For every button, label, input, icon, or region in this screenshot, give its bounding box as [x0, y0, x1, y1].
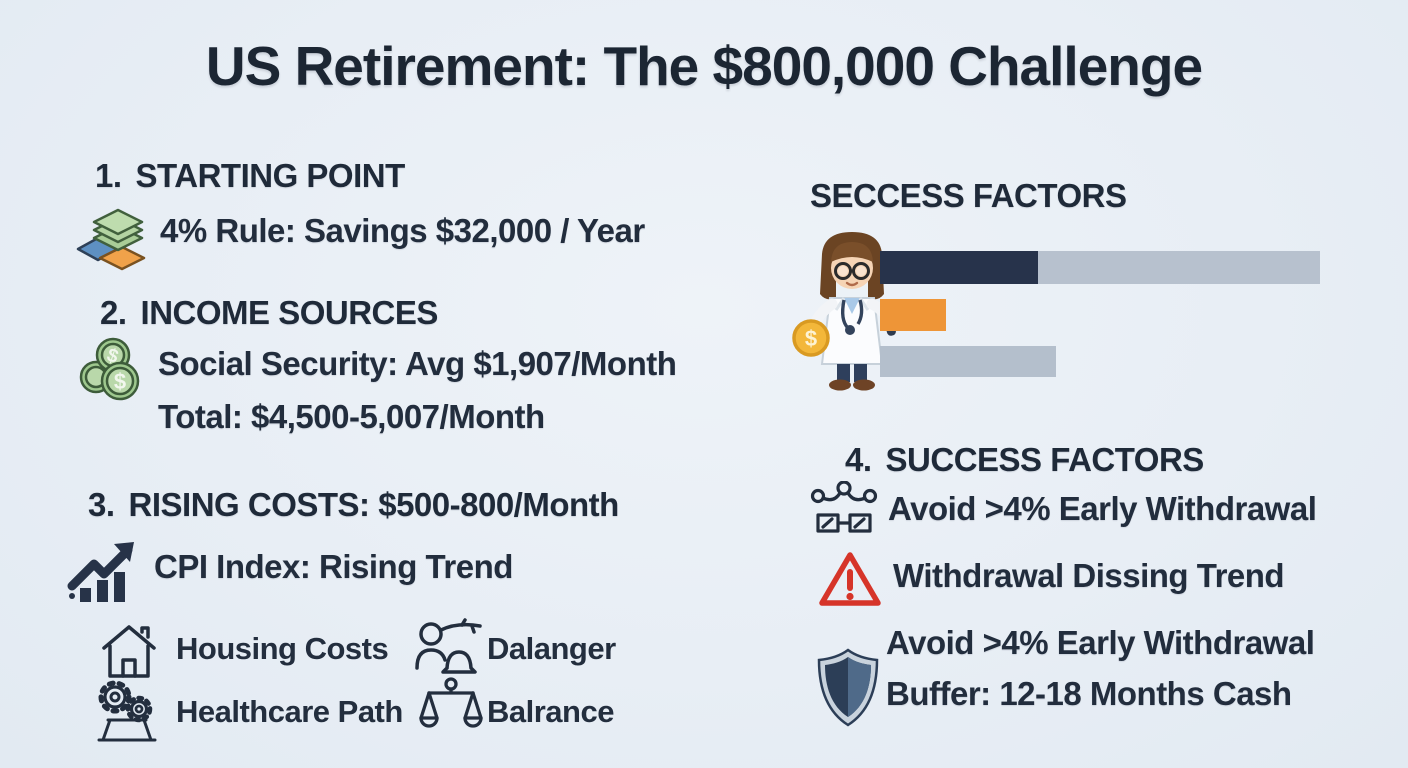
section-4-heading: 4. SUCCESS FACTORS [845, 441, 1204, 479]
warning-triangle-icon [817, 549, 883, 611]
coins-icon: $ $ [76, 333, 150, 407]
bar-2-fill [880, 299, 946, 331]
factor-2-label: Withdrawal Dissing Trend [893, 557, 1285, 594]
person-bell-icon [414, 616, 484, 684]
grid-label-balrance: Balrance [487, 694, 614, 729]
factor-3-line2: Buffer: 12-18 Months Cash [886, 675, 1292, 712]
section-1-heading: 1. STARTING POINT [95, 157, 405, 195]
grid-label-housing: Housing Costs [176, 631, 389, 666]
shield-icon [815, 648, 881, 728]
section-1-number: 1. [95, 157, 122, 194]
total-line: Total: $4,500-5,007/Month [158, 398, 545, 435]
chart-up-arrow-icon [66, 534, 150, 606]
grid-label-healthcare: Healthcare Path [176, 694, 403, 729]
page-title: US Retirement: The $800,000 Challenge [205, 35, 1203, 97]
network-icon [808, 481, 880, 543]
section-4-number: 4. [845, 441, 872, 478]
bar-3-fill [880, 346, 1056, 377]
section-2-number: 2. [100, 294, 127, 331]
section-2-label: INCOME SOURCES [140, 294, 439, 331]
svg-text:$: $ [114, 369, 126, 394]
success-bar-chart [880, 251, 1320, 381]
grid-label-dalanger: Dalanger [487, 631, 616, 666]
section-1-label: STARTING POINT [135, 157, 406, 194]
section-2-heading: 2. INCOME SOURCES [100, 294, 438, 332]
house-icon [98, 620, 160, 682]
section-3-heading: 3. RISING COSTS: $500-800/Month [88, 486, 619, 524]
bar-row-3 [880, 346, 1320, 377]
scales-icon [418, 676, 484, 742]
bar-row-1 [880, 251, 1320, 284]
rule-line: 4% Rule: Savings $32,000 / Year [160, 212, 645, 249]
factor-3-line1: Avoid >4% Early Withdrawal [886, 624, 1315, 661]
money-stack-icon [74, 202, 152, 280]
gears-icon [92, 678, 164, 744]
cpi-line: CPI Index: Rising Trend [154, 548, 513, 585]
section-3-label: RISING COSTS: $500-800/Month [128, 486, 620, 523]
chart-heading: SECCESS FACTORS [810, 177, 1127, 214]
bar-1-fill [880, 251, 1039, 284]
section-4-label: SUCCESS FACTORS [885, 441, 1205, 478]
bar-row-2 [880, 299, 1320, 331]
section-3-number: 3. [88, 486, 115, 523]
social-security-line: Social Security: Avg $1,907/Month [158, 345, 677, 382]
factor-1-label: Avoid >4% Early Withdrawal [888, 490, 1317, 527]
svg-text:$: $ [805, 326, 817, 351]
